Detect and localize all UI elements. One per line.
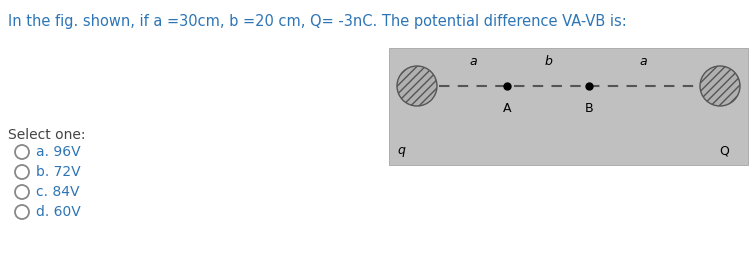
Text: Q: Q xyxy=(719,144,729,157)
Text: In the fig. shown, if a =30cm, b =20 cm, Q= -3nC. The potential difference VA-VB: In the fig. shown, if a =30cm, b =20 cm,… xyxy=(8,14,627,29)
Text: a: a xyxy=(640,55,647,68)
Text: b: b xyxy=(544,55,552,68)
Text: a: a xyxy=(469,55,477,68)
FancyBboxPatch shape xyxy=(389,48,748,165)
Text: d. 60V: d. 60V xyxy=(36,205,81,219)
Text: Select one:: Select one: xyxy=(8,128,85,142)
Circle shape xyxy=(15,205,29,219)
Circle shape xyxy=(700,66,740,106)
Text: b. 72V: b. 72V xyxy=(36,165,81,179)
Circle shape xyxy=(15,185,29,199)
Text: c. 84V: c. 84V xyxy=(36,185,79,199)
Circle shape xyxy=(15,145,29,159)
Text: a. 96V: a. 96V xyxy=(36,145,81,159)
Text: q: q xyxy=(397,144,405,157)
Text: A: A xyxy=(503,102,512,115)
Text: B: B xyxy=(585,102,593,115)
Circle shape xyxy=(397,66,437,106)
Circle shape xyxy=(15,165,29,179)
